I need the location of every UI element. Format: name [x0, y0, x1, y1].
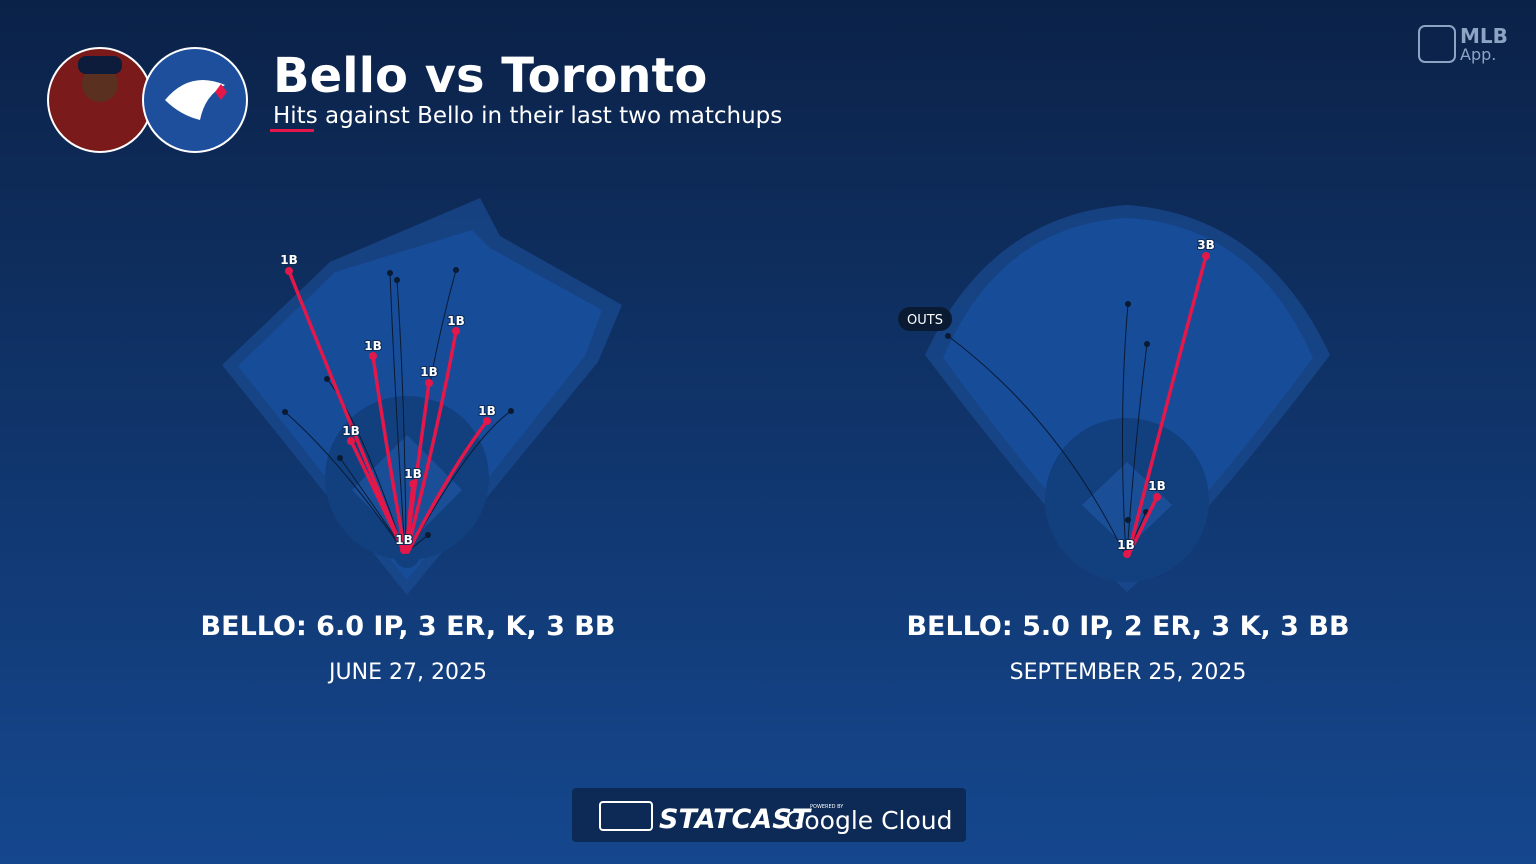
- powered-by: POWERED BY: [810, 804, 844, 810]
- google-cloud: Google Cloud: [785, 806, 953, 835]
- hits-1: [285, 267, 491, 554]
- game-date: JUNE 27, 2025: [327, 660, 487, 685]
- hit-label: 1B: [1148, 479, 1166, 493]
- hit-label: 1B: [395, 533, 413, 547]
- logo-leaf: [215, 84, 227, 100]
- headshot-face: [82, 66, 118, 102]
- stat-line: BELLO: 5.0 IP, 2 ER, 3 K, 3 BB: [906, 611, 1349, 642]
- hit-label: 1B: [280, 253, 298, 267]
- hit-label: 1B: [404, 467, 422, 481]
- hit-label: 1B: [447, 314, 465, 328]
- accent-underline: [270, 129, 314, 132]
- hit-label: 1B: [342, 424, 360, 438]
- mlb-logo-box: [1418, 25, 1456, 63]
- hit-label: 1B: [478, 404, 496, 418]
- hit-label: 1B: [364, 339, 382, 353]
- hit-label: 1B: [420, 365, 438, 379]
- hits-2: [1123, 252, 1210, 558]
- outs-badge: [898, 307, 952, 331]
- mlb-text: MLB: [1460, 24, 1508, 48]
- headshot-cap: [78, 56, 122, 74]
- mlb-mark: [599, 801, 653, 831]
- subtitle: Hits against Bello in their last two mat…: [273, 103, 782, 129]
- hit-label: 3B: [1197, 238, 1215, 252]
- game-date: SEPTEMBER 25, 2025: [1010, 660, 1247, 685]
- title: Bello vs Toronto: [273, 48, 707, 104]
- outs-label: OUTS: [907, 313, 943, 328]
- logo-bird: [165, 80, 225, 120]
- footer-badge: [572, 788, 966, 842]
- stat-line: BELLO: 6.0 IP, 3 ER, K, 3 BB: [201, 611, 616, 642]
- statcast-text: STATCAST: [659, 804, 813, 835]
- field-2: [925, 205, 1330, 592]
- hit-label: 1B: [1117, 538, 1135, 552]
- app-text: App.: [1460, 45, 1496, 64]
